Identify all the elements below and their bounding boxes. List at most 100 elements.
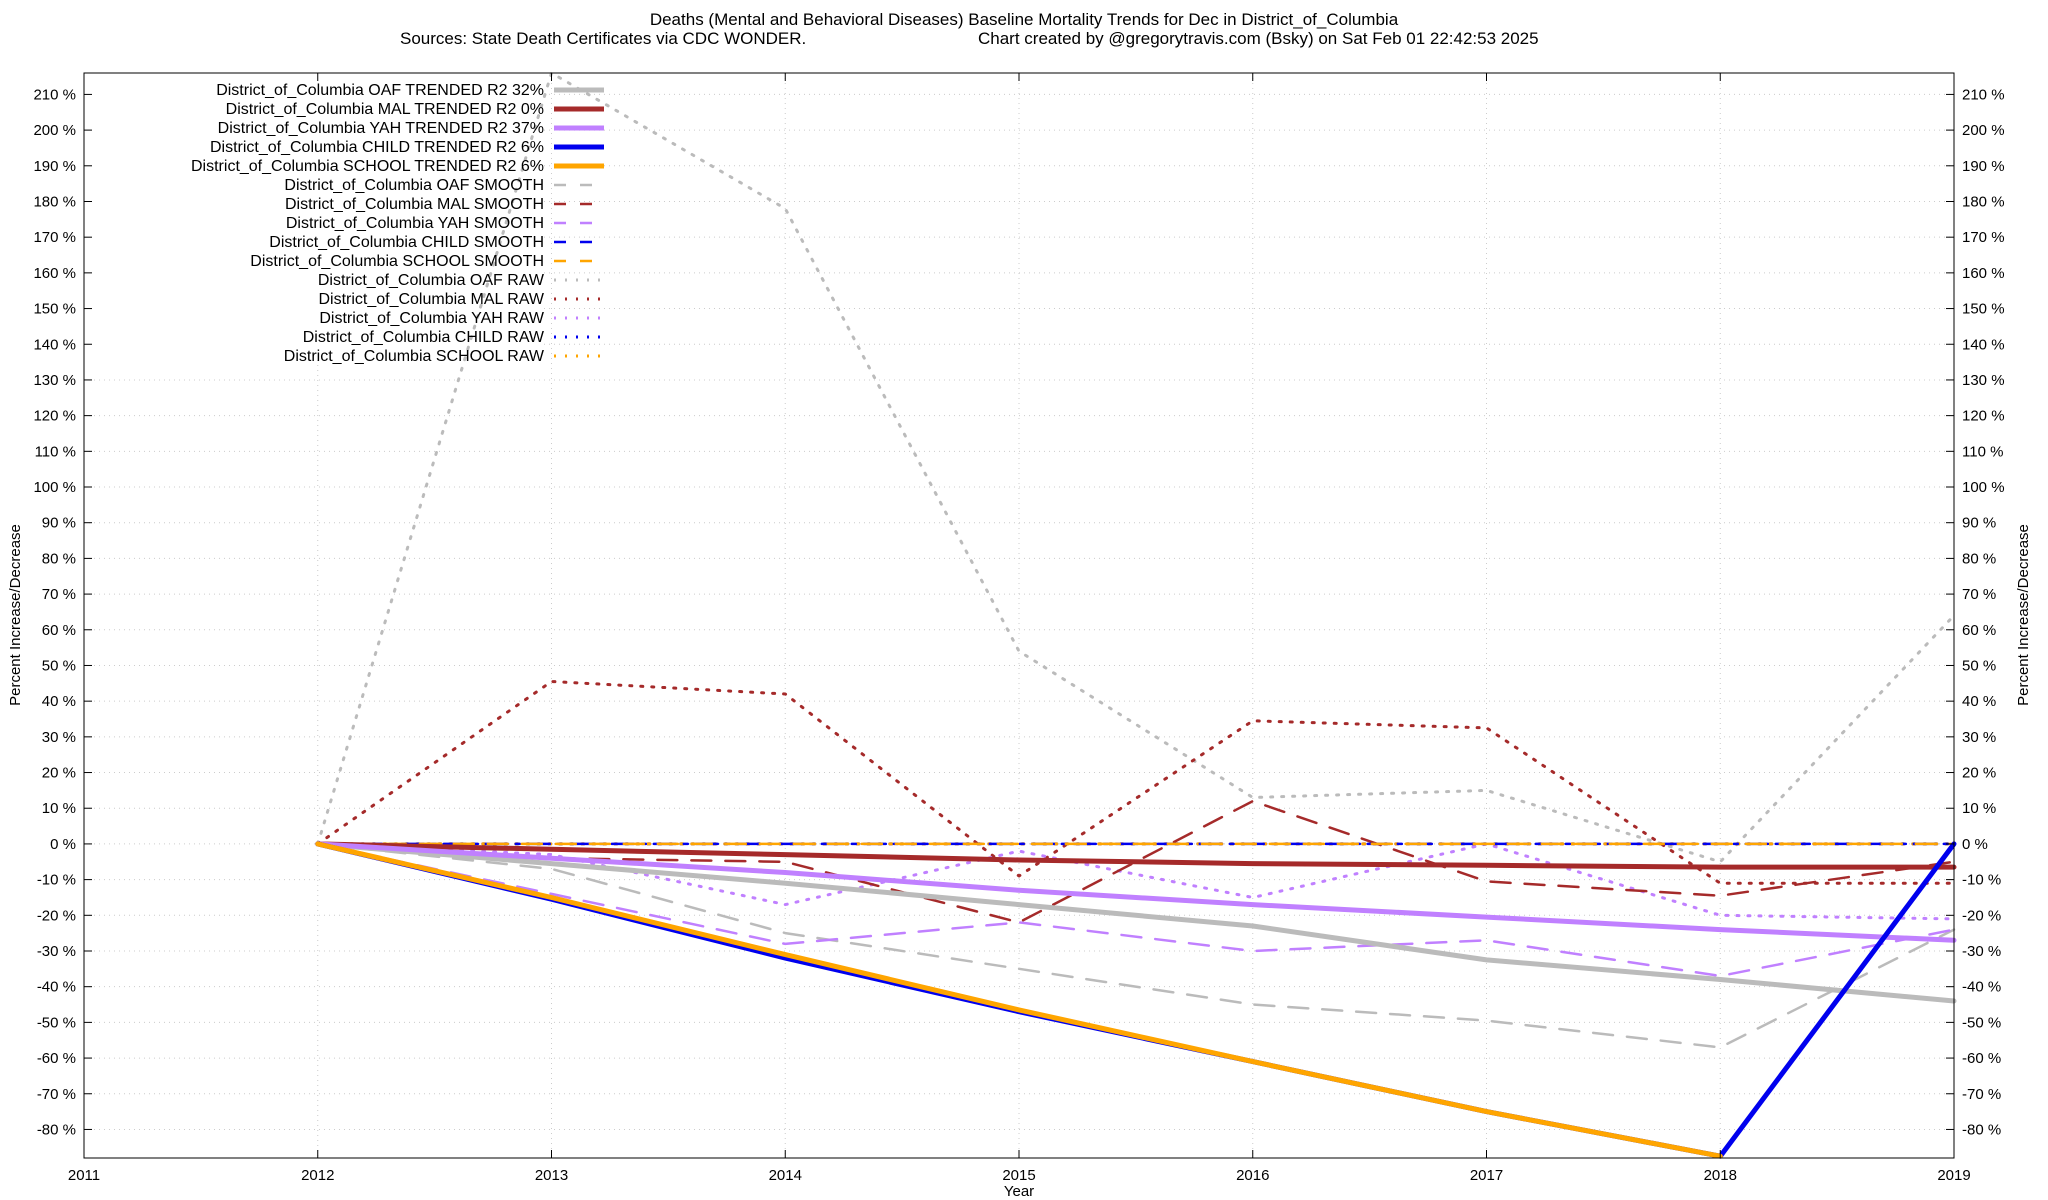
y-tick-label-right: 210 %: [1962, 86, 2005, 103]
y-tick-label-left: 170 %: [33, 229, 76, 246]
y-axis-label-right: Percent Increase/Decrease: [2015, 524, 2032, 706]
chart-credit: Chart created by @gregorytravis.com (Bsk…: [978, 29, 1539, 48]
plot-series: [315, 71, 1957, 1159]
y-tick-label-right: 150 %: [1962, 301, 2005, 318]
x-tick-label: 2018: [1704, 1167, 1737, 1184]
legend-label: District_of_Columbia YAH TRENDED R2 37%: [218, 120, 544, 137]
y-tick-label-right: 90 %: [1962, 515, 1996, 532]
x-tick-label: 2012: [301, 1167, 334, 1184]
x-axis-label: Year: [1004, 1183, 1034, 1200]
y-tick-label-left: 130 %: [33, 372, 76, 389]
y-tick-label-right: 30 %: [1962, 729, 1996, 746]
y-tick-label-right: -80 %: [1962, 1121, 2001, 1138]
y-tick-label-left: 50 %: [42, 657, 76, 674]
chart-source: Sources: State Death Certificates via CD…: [400, 29, 806, 48]
legend-label: District_of_Columbia MAL SMOOTH: [285, 196, 544, 213]
y-tick-label-left: 70 %: [42, 586, 76, 603]
legend-label: District_of_Columbia CHILD SMOOTH: [269, 234, 544, 251]
legend-label: District_of_Columbia OAF RAW: [318, 272, 545, 289]
y-tick-label-right: -30 %: [1962, 943, 2001, 960]
y-tick-label-left: 90 %: [42, 515, 76, 532]
y-tick-label-right: 100 %: [1962, 479, 2005, 496]
series-line: [316, 680, 1956, 885]
series-line: [316, 842, 1956, 1049]
y-tick-label-right: 110 %: [1962, 443, 2003, 460]
y-tick-label-left: 100 %: [33, 479, 76, 496]
y-tick-label-left: 150 %: [33, 301, 76, 318]
y-tick-label-left: 180 %: [33, 193, 76, 210]
y-tick-label-left: 10 %: [42, 800, 76, 817]
y-tick-label-right: 10 %: [1962, 800, 1996, 817]
y-tick-label-left: 110 %: [35, 443, 76, 460]
y-tick-label-left: 190 %: [33, 158, 76, 175]
y-tick-label-right: -10 %: [1962, 872, 2001, 889]
y-tick-label-right: 50 %: [1962, 657, 1996, 674]
x-tick-label: 2013: [535, 1167, 568, 1184]
legend-label: District_of_Columbia YAH RAW: [319, 310, 545, 327]
legend-label: District_of_Columbia SCHOOL SMOOTH: [250, 253, 544, 270]
y-tick-label-right: 200 %: [1962, 122, 2005, 139]
x-tick-label: 2016: [1236, 1167, 1269, 1184]
y-tick-label-right: 40 %: [1962, 693, 1996, 710]
y-tick-label-left: 120 %: [33, 408, 76, 425]
legend-label: District_of_Columbia CHILD TRENDED R2 6%: [210, 139, 544, 156]
y-tick-label-right: 170 %: [1962, 229, 2005, 246]
axes-ticks: -80 % -80 % -70 % -70 % -60 % -60 % -50 % -50 %…: [33, 73, 2005, 1184]
series-line: [316, 842, 1956, 978]
grid: [84, 73, 1954, 1158]
y-tick-label-left: 30 %: [42, 729, 76, 746]
y-tick-label-left: -40 %: [37, 979, 76, 996]
y-tick-label-left: 20 %: [42, 765, 76, 782]
legend-label: District_of_Columbia SCHOOL TRENDED R2 6…: [191, 158, 544, 175]
y-tick-label-right: -50 %: [1962, 1014, 2001, 1031]
x-tick-label: 2011: [68, 1167, 100, 1184]
series-line: [315, 841, 1957, 870]
y-tick-label-left: -10 %: [37, 872, 76, 889]
x-tick-label: 2014: [769, 1167, 802, 1184]
series-line: [315, 841, 1957, 943]
y-tick-label-left: -70 %: [37, 1086, 76, 1103]
y-tick-label-right: 20 %: [1962, 765, 1996, 782]
y-tick-label-left: -50 %: [37, 1014, 76, 1031]
y-tick-label-left: -20 %: [37, 907, 76, 924]
y-tick-label-left: 160 %: [33, 265, 76, 282]
series-line: [316, 71, 1956, 864]
x-tick-label: 2015: [1002, 1167, 1035, 1184]
y-tick-label-left: -30 %: [37, 943, 76, 960]
y-tick-label-left: 60 %: [42, 622, 76, 639]
y-tick-label-right: 130 %: [1962, 372, 2005, 389]
legend-label: District_of_Columbia CHILD RAW: [303, 329, 545, 346]
y-tick-label-right: 180 %: [1962, 193, 2005, 210]
y-tick-label-right: -40 %: [1962, 979, 2001, 996]
legend-label: District_of_Columbia OAF SMOOTH: [284, 177, 544, 194]
legend: District_of_Columbia OAF TRENDED R2 32% D…: [191, 82, 604, 365]
legend-label: District_of_Columbia OAF TRENDED R2 32%: [216, 82, 544, 99]
y-tick-label-right: 0 %: [1962, 836, 1988, 853]
y-tick-label-left: 0 %: [50, 836, 76, 853]
y-tick-label-right: 60 %: [1962, 622, 1996, 639]
series-line: [315, 841, 1957, 1004]
y-tick-label-right: 80 %: [1962, 550, 1996, 567]
x-tick-label: 2017: [1470, 1167, 1503, 1184]
series-line: [315, 841, 1723, 1159]
y-tick-label-right: -60 %: [1962, 1050, 2001, 1067]
y-tick-label-right: 140 %: [1962, 336, 2005, 353]
y-tick-label-left: 200 %: [33, 122, 76, 139]
y-axis-label-left: Percent Increase/Decrease: [7, 524, 24, 706]
y-tick-label-right: 120 %: [1962, 408, 2005, 425]
x-tick-label: 2019: [1937, 1167, 1970, 1184]
chart-title: Deaths (Mental and Behavioral Diseases) …: [650, 10, 1399, 29]
y-tick-label-left: -60 %: [37, 1050, 76, 1067]
legend-label: District_of_Columbia MAL TRENDED R2 0%: [226, 101, 544, 118]
legend-label: District_of_Columbia SCHOOL RAW: [284, 348, 545, 365]
y-tick-label-left: -80 %: [37, 1121, 76, 1138]
y-tick-label-left: 140 %: [33, 336, 76, 353]
y-tick-label-right: -20 %: [1962, 907, 2001, 924]
legend-label: District_of_Columbia YAH SMOOTH: [286, 215, 544, 232]
legend-label: District_of_Columbia MAL RAW: [318, 291, 544, 308]
y-tick-label-left: 40 %: [42, 693, 76, 710]
y-tick-label-right: 70 %: [1962, 586, 1996, 603]
y-tick-label-right: 190 %: [1962, 158, 2005, 175]
y-tick-label-right: -70 %: [1962, 1086, 2001, 1103]
